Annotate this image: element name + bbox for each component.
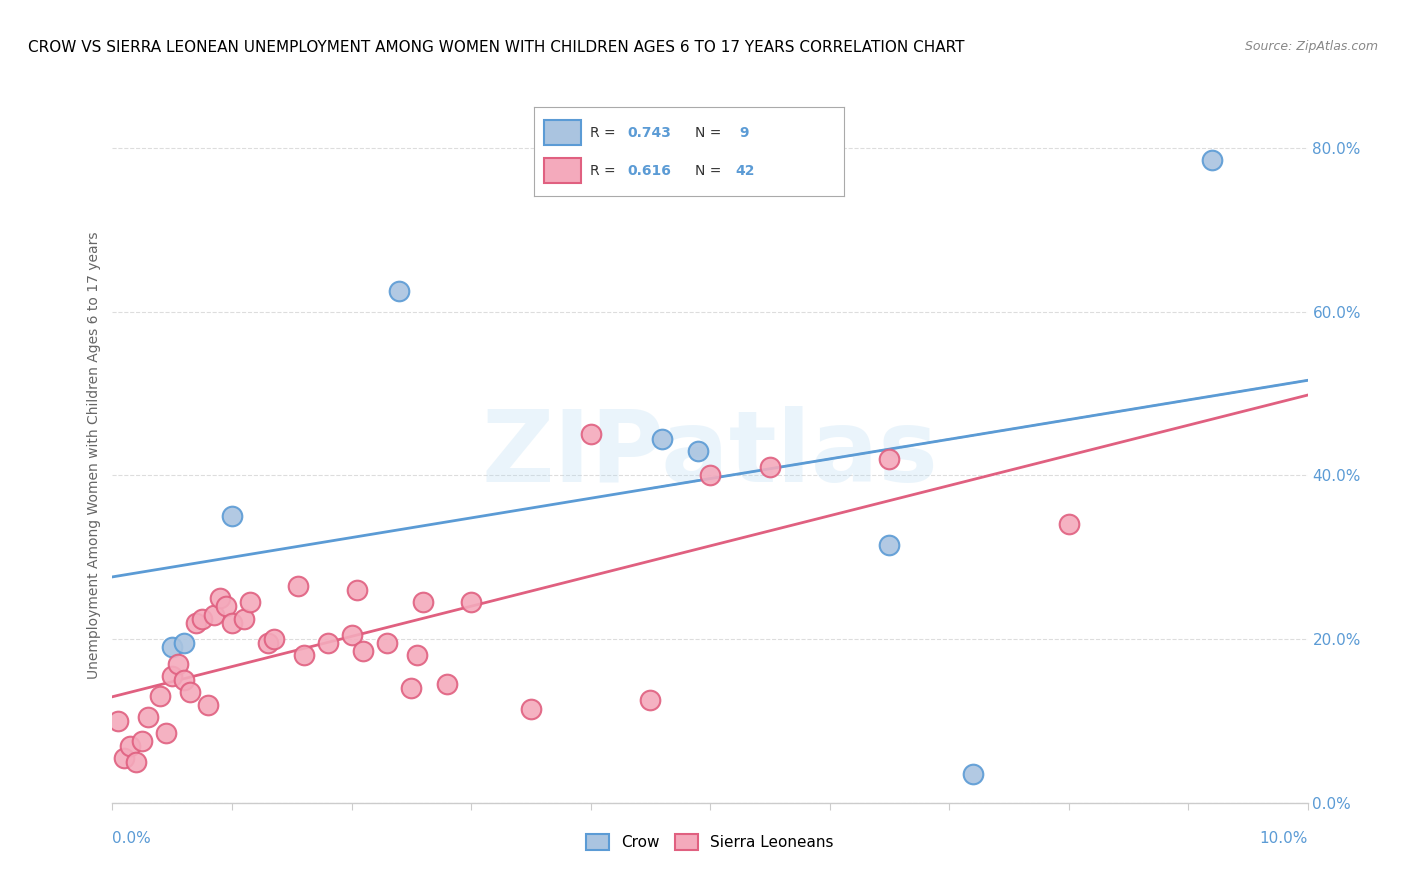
Point bbox=[1057, 517, 1080, 532]
Point bbox=[162, 669, 183, 683]
Point bbox=[221, 509, 243, 524]
Point bbox=[239, 595, 262, 609]
Text: 0.616: 0.616 bbox=[627, 163, 671, 178]
Point bbox=[699, 468, 721, 483]
Y-axis label: Unemployment Among Women with Children Ages 6 to 17 years: Unemployment Among Women with Children A… bbox=[87, 231, 101, 679]
Point bbox=[221, 615, 243, 630]
Point bbox=[209, 591, 232, 606]
Point bbox=[520, 701, 543, 715]
Point bbox=[263, 632, 285, 646]
Point bbox=[125, 755, 148, 769]
Point bbox=[412, 595, 434, 609]
Point bbox=[436, 677, 458, 691]
Point bbox=[215, 599, 238, 614]
Point bbox=[191, 612, 214, 626]
Point bbox=[257, 636, 280, 650]
Point bbox=[186, 615, 208, 630]
Text: R =: R = bbox=[591, 126, 620, 140]
Text: 42: 42 bbox=[735, 163, 755, 178]
Point bbox=[233, 612, 256, 626]
Text: ZIPatlas: ZIPatlas bbox=[482, 407, 938, 503]
Point bbox=[114, 751, 135, 765]
Point bbox=[287, 579, 309, 593]
Point bbox=[131, 734, 153, 748]
Text: R =: R = bbox=[591, 163, 620, 178]
Text: 10.0%: 10.0% bbox=[1260, 830, 1308, 846]
Point bbox=[197, 698, 219, 712]
Point bbox=[879, 538, 901, 552]
Point bbox=[353, 644, 375, 658]
Point bbox=[388, 284, 411, 298]
Point bbox=[179, 685, 201, 699]
Point bbox=[107, 714, 129, 728]
Text: 0.0%: 0.0% bbox=[112, 830, 152, 846]
Point bbox=[759, 460, 782, 475]
Point bbox=[460, 595, 482, 609]
Bar bbox=[544, 120, 581, 145]
Text: 9: 9 bbox=[735, 126, 749, 140]
Legend: Crow, Sierra Leoneans: Crow, Sierra Leoneans bbox=[579, 827, 841, 858]
Point bbox=[640, 693, 662, 707]
Point bbox=[401, 681, 423, 696]
Text: CROW VS SIERRA LEONEAN UNEMPLOYMENT AMONG WOMEN WITH CHILDREN AGES 6 TO 17 YEARS: CROW VS SIERRA LEONEAN UNEMPLOYMENT AMON… bbox=[28, 40, 965, 55]
Point bbox=[155, 726, 177, 740]
Point bbox=[120, 739, 142, 753]
Point bbox=[377, 636, 399, 650]
Point bbox=[173, 636, 195, 650]
Text: N =: N = bbox=[695, 126, 725, 140]
Point bbox=[879, 452, 901, 467]
Point bbox=[167, 657, 190, 671]
Point bbox=[340, 628, 363, 642]
Point bbox=[346, 582, 368, 597]
Point bbox=[579, 427, 602, 442]
Point bbox=[1201, 153, 1223, 168]
Point bbox=[173, 673, 195, 687]
Point bbox=[162, 640, 183, 655]
Point bbox=[688, 443, 710, 458]
Point bbox=[149, 690, 172, 704]
Point bbox=[138, 710, 160, 724]
Point bbox=[316, 636, 339, 650]
Text: Source: ZipAtlas.com: Source: ZipAtlas.com bbox=[1244, 40, 1378, 54]
Point bbox=[292, 648, 315, 663]
Text: 0.743: 0.743 bbox=[627, 126, 671, 140]
Bar bbox=[544, 159, 581, 183]
Point bbox=[651, 432, 673, 446]
Text: N =: N = bbox=[695, 163, 725, 178]
Point bbox=[202, 607, 225, 622]
Point bbox=[962, 767, 984, 781]
Point bbox=[406, 648, 429, 663]
